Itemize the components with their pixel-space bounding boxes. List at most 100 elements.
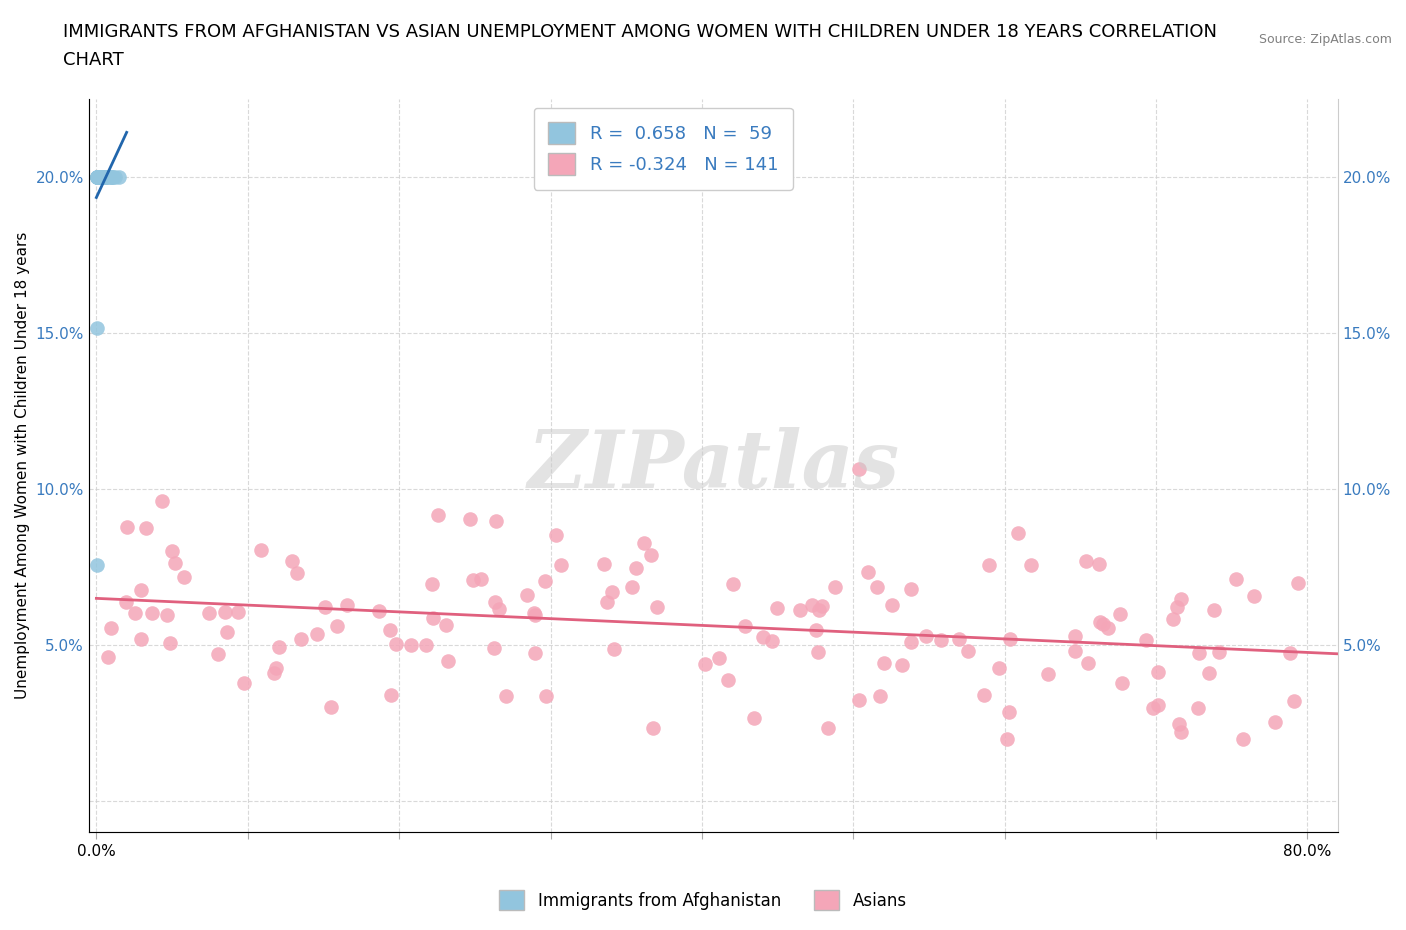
- Point: [86, 321, 108, 336]
- Point: [100, 169, 122, 184]
- Point: [987, 661, 1010, 676]
- Point: [1225, 572, 1247, 587]
- Point: [135, 521, 157, 536]
- Point: [1282, 694, 1305, 709]
- Point: [86, 169, 108, 184]
- Point: [891, 658, 914, 672]
- Point: [1243, 589, 1265, 604]
- Point: [817, 721, 839, 736]
- Point: [93, 169, 115, 184]
- Text: IMMIGRANTS FROM AFGHANISTAN VS ASIAN UNEMPLOYMENT AMONG WOMEN WITH CHILDREN UNDE: IMMIGRANTS FROM AFGHANISTAN VS ASIAN UNE…: [63, 23, 1218, 41]
- Point: [998, 704, 1021, 719]
- Point: [1007, 525, 1029, 540]
- Point: [641, 721, 664, 736]
- Point: [87, 169, 110, 184]
- Point: [86, 169, 108, 184]
- Point: [90, 169, 112, 184]
- Point: [89, 169, 111, 184]
- Point: [824, 580, 846, 595]
- Point: [1064, 629, 1087, 644]
- Point: [997, 731, 1019, 746]
- Point: [592, 557, 614, 572]
- Point: [482, 641, 505, 656]
- Point: [156, 607, 179, 622]
- Point: [1187, 700, 1209, 715]
- Point: [86, 169, 108, 184]
- Point: [1097, 620, 1119, 635]
- Point: [96, 169, 118, 184]
- Point: [1109, 606, 1132, 621]
- Point: [86, 557, 108, 572]
- Point: [108, 169, 131, 184]
- Point: [91, 169, 114, 184]
- Point: [998, 631, 1021, 646]
- Point: [717, 672, 740, 687]
- Point: [93, 169, 115, 184]
- Point: [536, 689, 558, 704]
- Point: [90, 169, 112, 184]
- Point: [285, 565, 308, 580]
- Point: [1074, 553, 1097, 568]
- Point: [93, 169, 115, 184]
- Point: [624, 561, 647, 576]
- Point: [856, 565, 879, 579]
- Point: [1288, 576, 1310, 591]
- Point: [420, 577, 443, 591]
- Point: [232, 675, 254, 690]
- Point: [761, 633, 783, 648]
- Point: [399, 638, 422, 653]
- Point: [368, 604, 391, 618]
- Point: [1064, 644, 1087, 658]
- Point: [427, 507, 450, 522]
- Point: [264, 660, 287, 675]
- Point: [620, 579, 643, 594]
- Point: [633, 535, 655, 550]
- Point: [91, 169, 114, 184]
- Point: [115, 595, 138, 610]
- Point: [800, 598, 823, 613]
- Point: [1170, 592, 1192, 607]
- Point: [89, 169, 111, 184]
- Point: [1135, 633, 1157, 648]
- Point: [87, 169, 110, 184]
- Point: [159, 635, 181, 650]
- Point: [707, 651, 730, 666]
- Point: [1147, 664, 1170, 679]
- Point: [141, 605, 163, 620]
- Point: [93, 169, 115, 184]
- Text: ZIPatlas: ZIPatlas: [527, 427, 900, 504]
- Point: [721, 577, 744, 591]
- Point: [87, 169, 110, 184]
- Point: [544, 527, 567, 542]
- Point: [89, 169, 111, 184]
- Legend: Immigrants from Afghanistan, Asians: Immigrants from Afghanistan, Asians: [492, 884, 914, 917]
- Point: [87, 169, 110, 184]
- Point: [326, 618, 349, 633]
- Point: [766, 601, 789, 616]
- Point: [1166, 600, 1188, 615]
- Point: [226, 604, 249, 619]
- Point: [973, 687, 995, 702]
- Point: [89, 169, 111, 184]
- Point: [848, 461, 870, 476]
- Point: [485, 514, 508, 529]
- Point: [124, 605, 146, 620]
- Point: [979, 558, 1001, 573]
- Point: [752, 630, 775, 644]
- Point: [314, 600, 336, 615]
- Point: [336, 598, 359, 613]
- Point: [1147, 698, 1170, 712]
- Point: [263, 665, 285, 680]
- Point: [693, 657, 716, 671]
- Point: [87, 169, 110, 184]
- Point: [94, 169, 117, 184]
- Point: [89, 169, 111, 184]
- Point: [94, 169, 117, 184]
- Point: [385, 637, 408, 652]
- Point: [90, 169, 112, 184]
- Point: [603, 642, 626, 657]
- Point: [1036, 667, 1059, 682]
- Point: [1087, 556, 1109, 571]
- Point: [319, 699, 342, 714]
- Point: [280, 553, 302, 568]
